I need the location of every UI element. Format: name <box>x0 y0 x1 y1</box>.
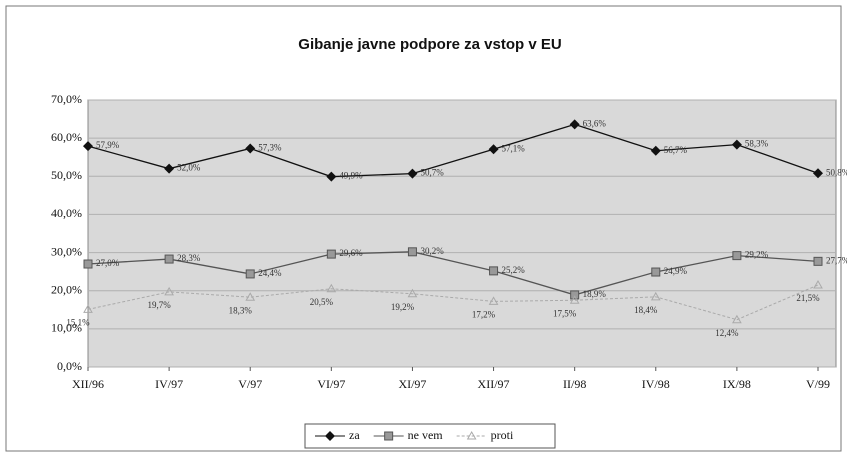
x-tick-label: V/97 <box>238 377 262 391</box>
legend: za ne vem proti <box>304 423 556 449</box>
marker <box>732 251 742 261</box>
data-label: 19,7% <box>147 300 171 310</box>
x-tick-label: XII/97 <box>478 377 510 391</box>
legend-box <box>304 423 556 449</box>
marker <box>326 171 337 182</box>
chart-title: Gibanje javne podpore za vstop v EU <box>298 36 561 53</box>
marker <box>488 296 499 305</box>
data-label: 57,9% <box>96 140 120 150</box>
legend-label: za <box>349 428 360 442</box>
marker <box>326 283 337 293</box>
marker <box>813 279 823 289</box>
x-tick-label: XI/97 <box>398 377 426 391</box>
data-label: 20,5% <box>310 297 334 307</box>
marker <box>407 288 418 298</box>
marker <box>164 254 174 264</box>
data-label: 49,9% <box>339 171 363 181</box>
y-tick-label: 30,0% <box>51 244 82 258</box>
data-label: 18,9% <box>583 289 607 299</box>
marker <box>650 291 661 301</box>
marker <box>488 144 499 155</box>
marker <box>83 141 93 152</box>
x-tick-label: IV/98 <box>642 377 670 391</box>
data-label: 57,1% <box>502 143 526 153</box>
y-tick-label: 0,0% <box>57 359 82 373</box>
data-label: 24,9% <box>664 266 688 276</box>
marker <box>732 314 742 324</box>
marker <box>466 430 477 440</box>
data-label: 17,2% <box>472 309 496 319</box>
data-label: 21,5% <box>796 293 820 303</box>
marker <box>407 247 417 257</box>
data-label: 29,2% <box>745 250 769 260</box>
legend-label: ne vem <box>408 428 444 442</box>
x-tick-label: VI/97 <box>317 377 345 391</box>
series-line <box>87 284 819 321</box>
data-label: 50,7% <box>420 168 444 178</box>
marker <box>245 292 256 301</box>
data-label: 28,3% <box>177 253 201 263</box>
marker <box>813 256 823 266</box>
marker <box>245 143 256 154</box>
data-label: 58,3% <box>745 139 769 149</box>
marker <box>83 304 93 313</box>
marker <box>489 266 499 276</box>
marker <box>326 249 336 259</box>
x-tick-label: V/99 <box>806 377 830 391</box>
y-tick-label: 10,0% <box>51 321 82 335</box>
marker <box>83 259 93 269</box>
x-tick-label: IV/97 <box>155 377 183 391</box>
data-label: 17,5% <box>553 308 577 318</box>
marker <box>325 431 335 441</box>
data-label: 18,3% <box>229 305 253 315</box>
data-label: 25,2% <box>502 265 526 275</box>
marker <box>164 163 175 174</box>
data-label: 27,0% <box>96 258 120 268</box>
data-label: 57,3% <box>258 143 282 153</box>
marker <box>245 269 255 279</box>
data-label: 63,6% <box>583 118 607 128</box>
marker <box>570 290 580 300</box>
series-line <box>87 251 819 296</box>
x-tick-label: IX/98 <box>723 377 751 391</box>
legend-label: proti <box>491 428 514 442</box>
data-label: 27,7% <box>826 255 847 265</box>
data-label: 12,4% <box>715 328 739 338</box>
y-tick-label: 20,0% <box>51 282 82 296</box>
marker <box>731 139 742 150</box>
x-tick-label: II/98 <box>563 377 586 391</box>
y-tick-label: 60,0% <box>51 130 82 144</box>
plot-area <box>87 99 837 368</box>
marker <box>569 119 580 130</box>
data-label: 50,8% <box>826 167 847 177</box>
y-tick-label: 50,0% <box>51 168 82 182</box>
marker <box>384 431 394 441</box>
series-line <box>87 123 819 178</box>
y-tick-label: 70,0% <box>51 92 82 106</box>
data-label: 52,0% <box>177 163 201 173</box>
data-label: 29,6% <box>339 248 363 258</box>
marker <box>407 168 418 179</box>
data-label: 24,4% <box>258 268 282 278</box>
data-label: 30,2% <box>420 246 444 256</box>
marker <box>569 295 580 304</box>
marker <box>813 168 823 179</box>
data-label: 18,4% <box>634 305 658 315</box>
marker <box>164 286 174 296</box>
data-label: 19,2% <box>391 302 415 312</box>
marker <box>650 145 661 156</box>
data-label: 56,7% <box>664 145 688 155</box>
x-tick-label: XII/96 <box>72 377 104 391</box>
marker <box>651 267 661 277</box>
data-label: 15,1% <box>66 317 90 327</box>
y-tick-label: 40,0% <box>51 206 82 220</box>
